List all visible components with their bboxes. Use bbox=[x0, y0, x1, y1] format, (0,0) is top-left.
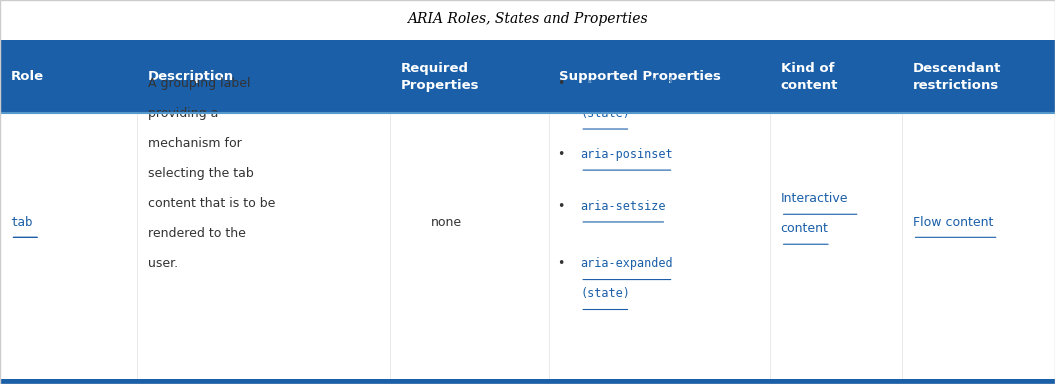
Text: content: content bbox=[781, 222, 828, 235]
Text: Descendant
restrictions: Descendant restrictions bbox=[913, 62, 1001, 92]
Text: •: • bbox=[557, 200, 564, 213]
Text: •: • bbox=[557, 77, 564, 90]
Text: Flow content: Flow content bbox=[913, 216, 993, 229]
Text: user.: user. bbox=[148, 257, 178, 270]
Text: aria-posinset: aria-posinset bbox=[580, 148, 673, 161]
Text: Description: Description bbox=[148, 70, 234, 83]
Text: •: • bbox=[557, 257, 564, 270]
Text: tab: tab bbox=[11, 216, 33, 229]
Text: mechanism for: mechanism for bbox=[148, 137, 242, 150]
Text: aria-selected: aria-selected bbox=[580, 77, 673, 90]
Text: Interactive: Interactive bbox=[781, 192, 848, 205]
Text: A grouping label: A grouping label bbox=[148, 77, 250, 90]
Text: providing a: providing a bbox=[148, 107, 218, 120]
Text: •: • bbox=[557, 148, 564, 161]
Text: rendered to the: rendered to the bbox=[148, 227, 246, 240]
FancyBboxPatch shape bbox=[0, 379, 1055, 384]
Text: content that is to be: content that is to be bbox=[148, 197, 275, 210]
Text: aria-expanded: aria-expanded bbox=[580, 257, 673, 270]
Text: ARIA Roles, States and Properties: ARIA Roles, States and Properties bbox=[407, 12, 648, 26]
Text: selecting the tab: selecting the tab bbox=[148, 167, 253, 180]
Text: Kind of
content: Kind of content bbox=[781, 62, 838, 92]
Text: Supported Properties: Supported Properties bbox=[559, 70, 721, 83]
Text: aria-setsize: aria-setsize bbox=[580, 200, 666, 213]
Text: (state): (state) bbox=[580, 107, 630, 120]
Text: Role: Role bbox=[11, 70, 43, 83]
FancyBboxPatch shape bbox=[0, 40, 1055, 113]
Text: none: none bbox=[430, 216, 462, 229]
Text: (state): (state) bbox=[580, 287, 630, 300]
Text: Required
Properties: Required Properties bbox=[401, 62, 479, 92]
